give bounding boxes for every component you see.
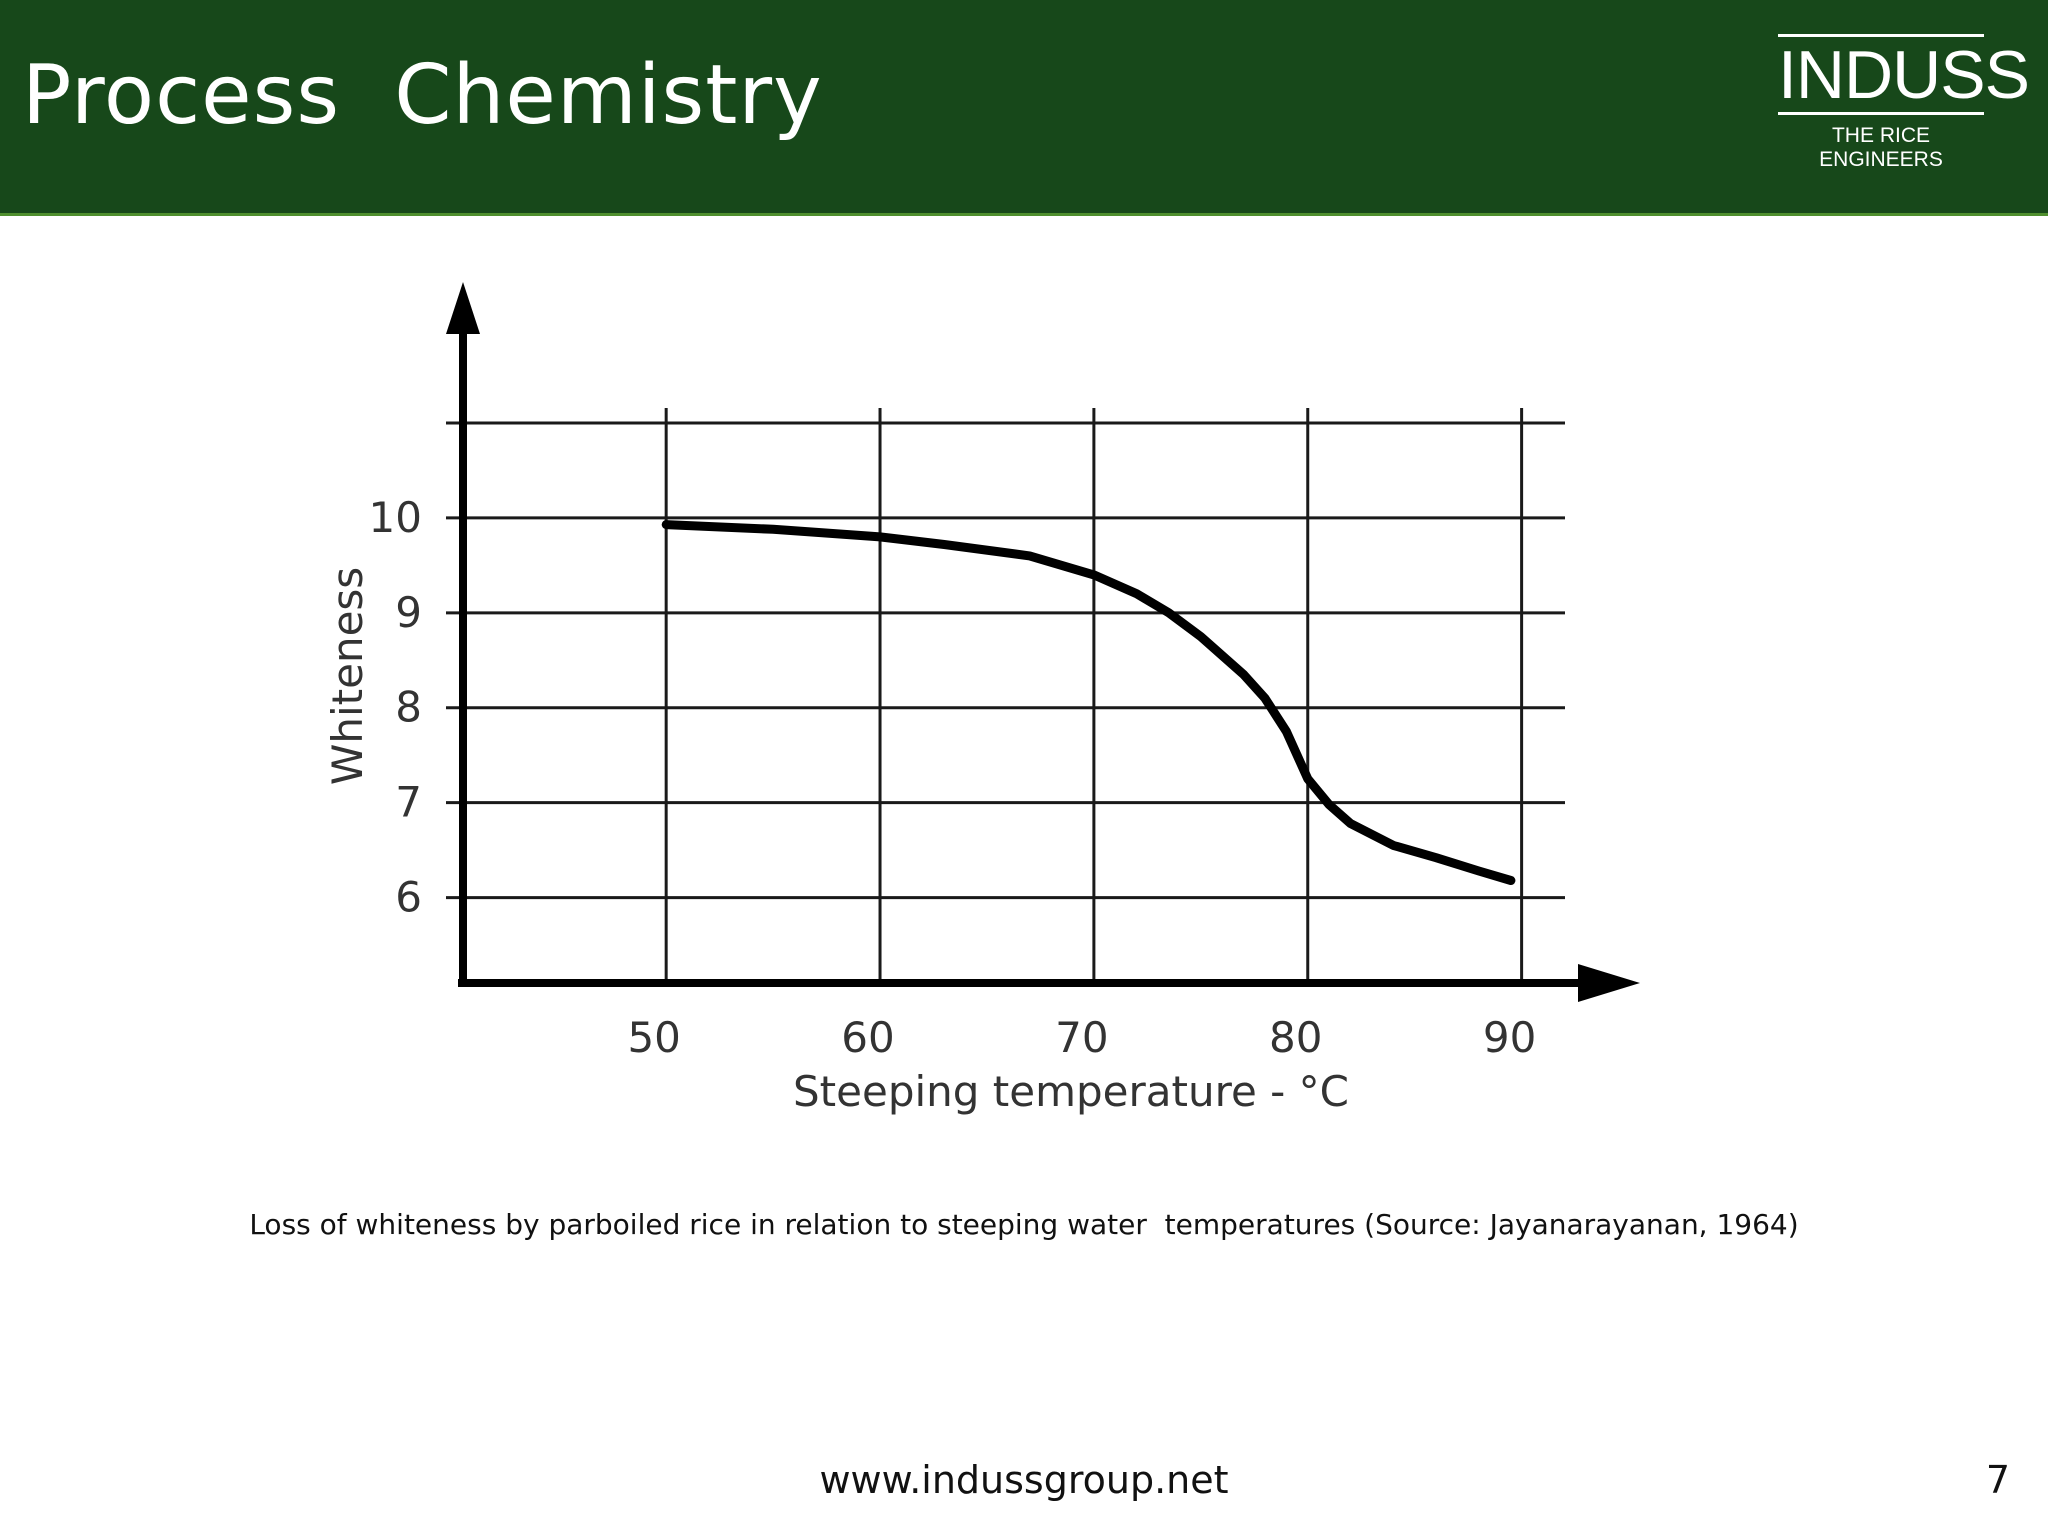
logo-tagline: THE RICE ENGINEERS [1819,124,1943,171]
logo-rule-bottom [1778,112,1984,115]
x-axis-label: Steeping temperature - °C [793,1067,1349,1116]
y-axis-arrow [446,282,480,334]
series-lines [661,520,1516,885]
chart-axes [446,282,1640,1002]
series-line-0 [661,520,1516,885]
x-gridlines [664,408,1524,983]
slide-header: Process Chemistry INDUSS THE RICE ENGINE… [0,0,2048,216]
whiteness-chart: 50 60 70 80 90 6 7 8 9 10 Steeping temperature -… [323,282,1640,1116]
x-tick-label-60: 60 [841,1013,894,1062]
y-tick-label-10: 10 [369,493,422,542]
figure-caption: Loss of whiteness by parboiled rice in r… [249,1208,1799,1241]
y-gridlines [446,421,1565,900]
y-tick-label-7: 7 [395,778,422,827]
slide-title: Process Chemistry [22,48,823,143]
y-tick-label-6: 6 [395,873,422,922]
x-tick-labels: 50 60 70 80 90 [627,1013,1536,1062]
y-tick-label-8: 8 [395,683,422,732]
y-axis-label: Whiteness [323,567,372,785]
y-tick-labels: 6 7 8 9 10 [369,493,422,922]
y-tick-label-9: 9 [395,588,422,637]
footer-url: www.indussgroup.net [819,1458,1229,1502]
logo-rule-top [1778,34,1984,37]
x-tick-label-70: 70 [1055,1013,1108,1062]
page-number: 7 [1985,1458,2010,1502]
x-axis-arrow [1578,964,1640,1002]
x-tick-label-50: 50 [627,1013,680,1062]
x-tick-label-80: 80 [1269,1013,1322,1062]
x-tick-label-90: 90 [1483,1013,1536,1062]
